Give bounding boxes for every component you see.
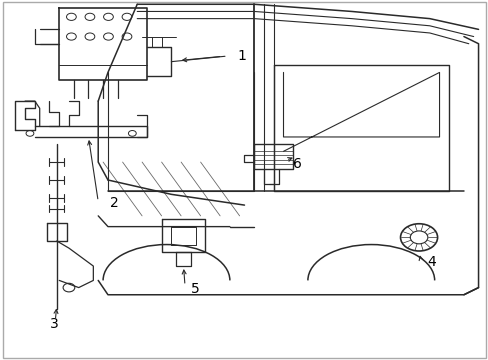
- Text: 5: 5: [190, 282, 199, 296]
- Text: 3: 3: [49, 317, 58, 331]
- Text: 4: 4: [427, 256, 435, 270]
- Text: 2: 2: [110, 196, 119, 210]
- Text: 6: 6: [293, 157, 302, 171]
- Text: 1: 1: [237, 49, 245, 63]
